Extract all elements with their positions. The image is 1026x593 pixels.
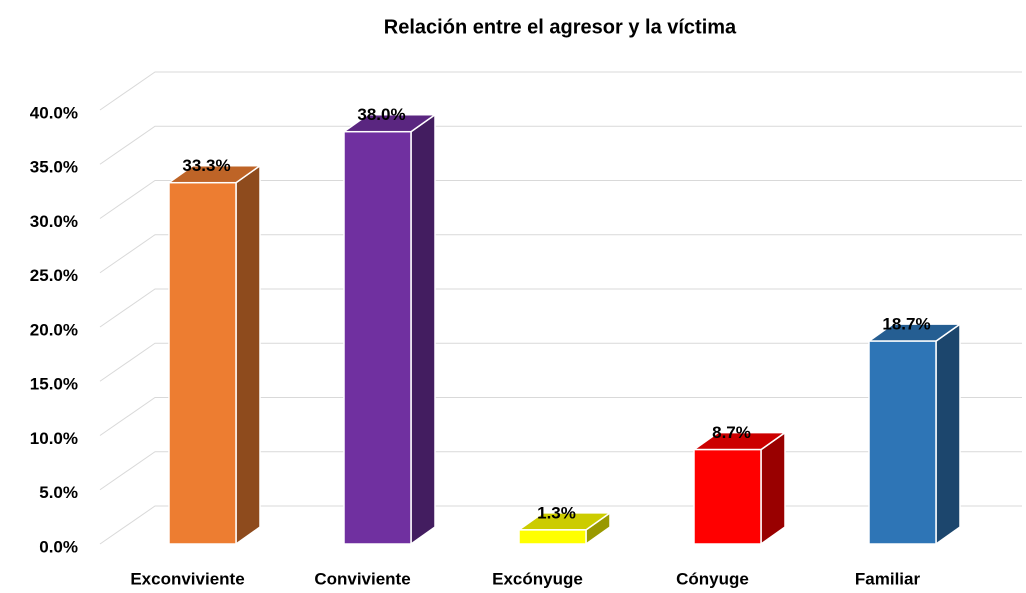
grid-line xyxy=(99,288,1022,328)
bar xyxy=(168,181,237,545)
x-tick-label: Exconviviente xyxy=(130,569,244,588)
y-tick-label: 5.0% xyxy=(39,483,78,502)
bar-side xyxy=(410,113,436,546)
grid-line xyxy=(99,180,1022,219)
grid-line xyxy=(99,234,1022,274)
bar xyxy=(868,340,937,545)
data-label: 8.7% xyxy=(712,423,751,442)
bar xyxy=(518,529,587,545)
y-tick-label: 10.0% xyxy=(30,429,78,448)
bar-side xyxy=(235,164,261,546)
x-tick-label: Cónyuge xyxy=(676,569,749,588)
y-tick-label: 20.0% xyxy=(30,320,78,339)
bar-side xyxy=(760,431,786,546)
x-tick-label: Familiar xyxy=(855,569,921,588)
x-tick-label: Conviviente xyxy=(314,569,410,588)
grid-line xyxy=(99,342,1022,382)
data-label: 38.0% xyxy=(357,105,405,124)
bar xyxy=(693,448,762,545)
y-tick-label: 25.0% xyxy=(30,266,78,285)
x-tick-label: Excónyuge xyxy=(492,569,583,588)
y-tick-label: 0.0% xyxy=(39,537,78,556)
data-label: 18.7% xyxy=(882,315,930,334)
chart-title: Relación entre el agresor y la víctima xyxy=(384,16,737,38)
y-tick-label: 40.0% xyxy=(30,103,78,122)
y-tick-label: 30.0% xyxy=(30,212,78,231)
grid-line xyxy=(99,125,1022,165)
grid-line xyxy=(99,397,1022,436)
bar xyxy=(343,130,412,545)
y-tick-label: 35.0% xyxy=(30,158,78,177)
data-label: 1.3% xyxy=(537,503,576,522)
y-tick-label: 15.0% xyxy=(30,375,78,394)
data-label: 33.3% xyxy=(182,156,230,175)
bar-side xyxy=(935,322,961,546)
grid-line xyxy=(99,71,1022,111)
